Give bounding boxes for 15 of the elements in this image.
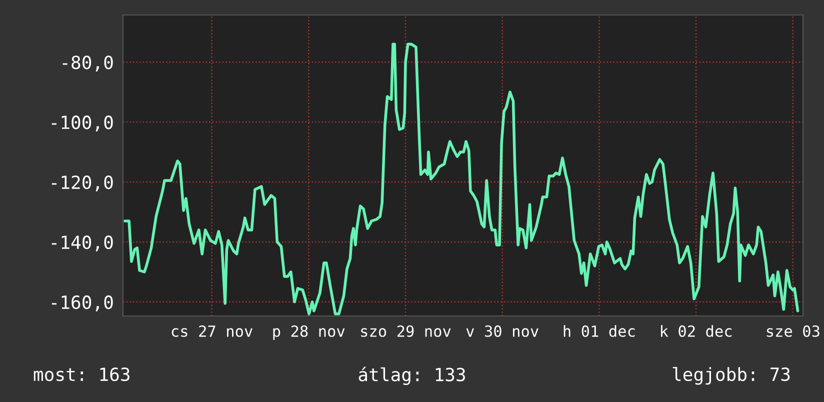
x-tick-label: p 28 nov <box>273 325 345 340</box>
y-tick-label: -140,0 <box>52 235 113 252</box>
y-tick-label: -160,0 <box>52 295 113 312</box>
x-tick-label: sze 03 <box>766 325 820 337</box>
x-tick-label: v 30 nov <box>466 325 538 337</box>
x-tick-label: cs 27 nov <box>172 325 252 337</box>
y-tick-label: -100,0 <box>52 116 113 132</box>
x-tick-label: k 02 dec <box>661 325 732 337</box>
x-tick-label: h 01 dec <box>564 325 635 337</box>
y-tick-label: -120,0 <box>52 175 113 192</box>
y-tick-label: -80,0 <box>62 56 113 72</box>
text: legjobb: 73 <box>672 367 790 385</box>
x-tick-label: szo 29 nov <box>361 325 451 337</box>
text: átlag: 133 <box>358 366 465 386</box>
text: most: 163 <box>34 368 130 382</box>
